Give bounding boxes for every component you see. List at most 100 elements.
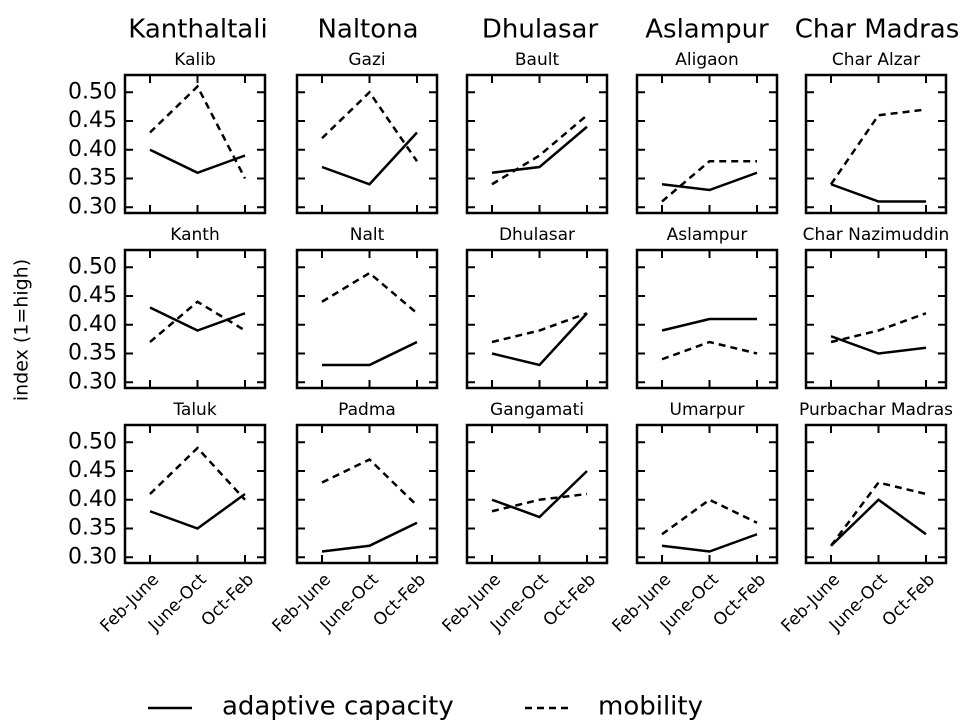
y-tick-label: 0.30 <box>68 544 117 569</box>
series-line <box>830 335 927 355</box>
series-line <box>829 108 927 185</box>
legend-label: adaptive capacity <box>222 692 454 722</box>
axes-frame <box>804 423 948 565</box>
panel-title: Gangamati <box>490 400 584 420</box>
panel-title: Kanth <box>170 225 219 245</box>
y-tick-label: 0.30 <box>68 369 117 394</box>
x-tick-label: Oct-Feb <box>710 570 771 631</box>
panel-title: Aslampur <box>667 225 748 245</box>
series-line <box>491 312 588 367</box>
legend-label: mobility <box>598 692 703 722</box>
axes-frame <box>804 73 948 215</box>
y-axis-label: index (1=high) <box>11 259 33 401</box>
axes-frame <box>295 73 439 215</box>
series-line <box>322 340 418 367</box>
axes-frame <box>465 423 609 565</box>
panel: Bault <box>465 50 609 215</box>
axes-frame <box>123 423 267 565</box>
series-line <box>491 114 588 186</box>
y-tick-label: 0.45 <box>68 458 117 483</box>
panel: Kalib 0.30 0.35 0.40 0.45 0.50 <box>68 50 267 219</box>
series-line <box>321 457 418 507</box>
series-line <box>491 312 588 344</box>
series-line <box>149 492 246 530</box>
axes-frame <box>465 248 609 390</box>
x-tick-label: Oct-Feb <box>198 570 259 631</box>
series-line <box>830 183 926 203</box>
y-tick-label: 0.35 <box>68 341 117 366</box>
y-tick-label: 0.30 <box>68 194 117 219</box>
series-line <box>491 492 588 513</box>
series-line <box>149 300 246 343</box>
axes-frame <box>123 248 267 390</box>
series-line <box>661 340 758 361</box>
axes-frame <box>295 423 439 565</box>
y-tick-label: 0.45 <box>68 108 117 133</box>
panel: Aslampur <box>635 225 779 390</box>
panel-title: Taluk <box>172 400 216 420</box>
panel-title: Char Alzar <box>832 50 920 70</box>
y-tick-label: 0.35 <box>68 166 117 191</box>
column-title: Kanthaltali <box>128 15 267 45</box>
y-tick-label: 0.50 <box>68 254 117 279</box>
series-line <box>830 312 927 344</box>
column-title: Aslampur <box>645 15 769 45</box>
series-line <box>491 470 588 519</box>
series-line <box>321 90 419 162</box>
panel: Aligaon <box>635 50 779 215</box>
axes-frame <box>804 248 948 390</box>
series-line <box>149 84 247 180</box>
panel-title: Nalt <box>350 225 385 245</box>
column-title: Dhulasar <box>482 15 599 45</box>
panel-title: Padma <box>338 400 396 420</box>
panel-title: Bault <box>515 50 560 70</box>
panel: Kanth 0.30 0.35 0.40 0.45 0.50 <box>68 225 267 394</box>
series-line <box>149 446 246 501</box>
panel: Dhulasar <box>465 225 609 390</box>
y-tick-label: 0.45 <box>68 283 117 308</box>
axes-frame <box>635 423 779 565</box>
y-tick-label: 0.40 <box>68 312 117 337</box>
series-line <box>149 148 246 175</box>
panel-title: Gazi <box>348 50 385 70</box>
series-line <box>661 171 758 192</box>
panel-title: Kalib <box>174 50 216 70</box>
axes-frame <box>465 73 609 215</box>
panel: Gazi <box>295 50 439 215</box>
series-line <box>321 521 418 553</box>
y-tick-label: 0.50 <box>68 79 117 104</box>
panel-title: Umarpur <box>670 400 745 420</box>
series-line <box>491 125 588 174</box>
series-line <box>321 131 418 186</box>
x-tick-label: Oct-Feb <box>879 570 940 631</box>
series-line <box>149 306 246 332</box>
y-tick-label: 0.40 <box>68 137 117 162</box>
panel: Taluk0.300.350.400.450.50Feb-JuneJune-Oc… <box>68 400 267 637</box>
column-title: Naltona <box>317 15 418 45</box>
panel-title: Char Nazimuddin <box>803 225 950 245</box>
y-tick-label: 0.40 <box>68 487 117 512</box>
series-line <box>830 498 927 547</box>
series-line <box>661 160 757 203</box>
panel-title: Dhulasar <box>499 225 575 245</box>
axes-frame <box>635 73 779 215</box>
axes-frame <box>635 248 779 390</box>
axes-frame <box>123 73 267 215</box>
y-tick-label: 0.35 <box>68 516 117 541</box>
panel-title: Purbachar Madras <box>799 400 953 420</box>
axes-frame <box>295 248 439 390</box>
series-line <box>661 317 757 332</box>
y-tick-label: 0.50 <box>68 429 117 454</box>
series-line <box>830 481 927 547</box>
x-tick-label: Oct-Feb <box>540 570 601 631</box>
panel: Char Nazimuddin <box>803 225 950 390</box>
series-line <box>661 533 758 553</box>
series-line <box>661 498 758 536</box>
series-line <box>321 271 418 315</box>
x-tick-label: Oct-Feb <box>370 570 431 631</box>
